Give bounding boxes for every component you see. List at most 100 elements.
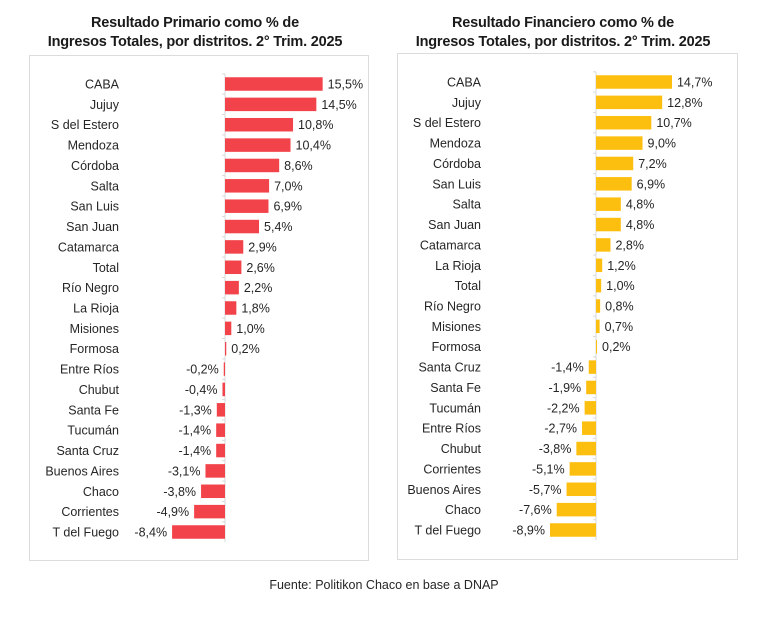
category-label: Santa Fe (68, 403, 119, 417)
bar-t-del-fuego (172, 525, 225, 539)
category-label: San Luis (432, 177, 481, 191)
category-label: Córdoba (71, 159, 119, 173)
category-label: Total (455, 279, 481, 293)
bar-san-luis (225, 199, 269, 213)
value-label: 14,5% (321, 98, 356, 112)
category-label: CABA (447, 76, 482, 90)
bar-chubut (222, 382, 225, 397)
value-label: 12,8% (667, 96, 702, 110)
category-label: Santa Cruz (418, 361, 481, 375)
value-label: 5,4% (264, 220, 293, 234)
bar-entre-ríos (223, 362, 225, 376)
category-label: Córdoba (433, 157, 481, 171)
value-label: 0,8% (605, 300, 634, 314)
value-label: 4,8% (626, 218, 655, 232)
bar-mendoza (596, 136, 643, 150)
bar-la-rioja (225, 301, 237, 315)
category-label: San Luis (70, 200, 119, 214)
bar-corrientes (194, 504, 225, 519)
value-label: 15,5% (328, 78, 363, 92)
bar-la-rioja (596, 258, 603, 273)
category-label: Formosa (432, 340, 481, 354)
value-label: 7,2% (638, 157, 667, 171)
bar-caba (225, 77, 323, 91)
bar-misiones (596, 319, 600, 334)
value-label: 10,4% (296, 139, 331, 153)
category-label: Chubut (79, 383, 120, 397)
category-label: Mendoza (430, 137, 481, 151)
bar-san-luis (596, 177, 632, 191)
bar-san-juan (596, 217, 621, 232)
value-label: 2,6% (246, 261, 275, 275)
category-label: Río Negro (62, 281, 119, 295)
bar-tucumán (584, 401, 596, 415)
chart-title-line-1: Resultado Primario como % de (91, 15, 299, 31)
category-label: Catamarca (58, 240, 119, 254)
value-label: -1,4% (551, 361, 584, 375)
value-label: -1,4% (179, 424, 212, 438)
bar-santa-cruz (588, 360, 596, 374)
bar-córdoba (596, 156, 634, 171)
bar-buenos-aires (566, 482, 596, 497)
chart-title-line-2: Ingresos Totales, por distritos. 2° Trim… (415, 34, 711, 50)
bar-córdoba (225, 158, 280, 173)
value-label: 0,2% (602, 340, 631, 354)
category-label: Total (93, 261, 119, 275)
value-label: 10,8% (298, 118, 333, 132)
category-label: Salta (91, 179, 120, 193)
bar-s-del-estero (225, 117, 294, 132)
bar-catamarca (596, 238, 611, 252)
category-label: CABA (85, 78, 120, 92)
category-label: Chaco (83, 485, 119, 499)
category-label: Mendoza (68, 139, 119, 153)
category-label: T del Fuego (53, 526, 120, 540)
bar-misiones (225, 321, 232, 336)
value-label: 1,8% (241, 302, 270, 316)
category-label: Río Negro (424, 300, 481, 314)
value-label: -0,2% (186, 363, 219, 377)
bar-santa-fe (216, 403, 225, 417)
category-label: Santa Fe (430, 381, 481, 395)
bar-total (225, 260, 242, 275)
category-label: Corrientes (423, 462, 481, 476)
bar-santa-cruz (216, 443, 225, 458)
bar-mendoza (225, 138, 291, 152)
chart-title-financiero: Resultado Financiero como % de Ingresos … (388, 14, 738, 52)
bar-río-negro (225, 280, 239, 295)
category-label: Chubut (441, 442, 482, 456)
value-label: 6,9% (637, 177, 666, 191)
value-label: -4,9% (156, 505, 189, 519)
value-label: -2,7% (544, 422, 577, 436)
bar-san-juan (225, 219, 260, 234)
chart-panel-primario (29, 55, 369, 561)
value-label: -8,4% (134, 526, 167, 540)
value-label: -8,9% (512, 524, 545, 538)
value-label: -3,8% (539, 442, 572, 456)
value-label: -1,3% (179, 403, 212, 417)
value-label: -3,1% (168, 464, 201, 478)
chart-title-primario: Resultado Primario como % de Ingresos To… (20, 14, 370, 52)
bar-salta (596, 197, 621, 211)
source-note: Fuente: Politikon Chaco en base a DNAP (269, 578, 499, 592)
bar-jujuy (225, 97, 317, 112)
value-label: 9,0% (648, 137, 677, 151)
category-label: San Juan (428, 218, 481, 232)
category-label: Entre Ríos (422, 422, 481, 436)
chart-panel-financiero (397, 53, 738, 560)
bar-s-del-estero (596, 115, 652, 130)
category-label: S del Estero (51, 118, 119, 132)
value-label: 7,0% (274, 179, 303, 193)
value-label: 14,7% (677, 76, 712, 90)
bar-salta (225, 179, 270, 193)
value-label: 8,6% (284, 159, 313, 173)
value-label: -7,6% (519, 503, 552, 517)
bar-formosa (596, 339, 598, 354)
bar-chaco (556, 502, 596, 517)
bar-chaco (201, 484, 225, 499)
chart-title-line-1: Resultado Financiero como % de (451, 15, 674, 31)
category-label: Corrientes (61, 505, 119, 519)
value-label: 4,8% (626, 198, 655, 212)
bar-buenos-aires (205, 464, 225, 478)
category-label: San Juan (66, 220, 119, 234)
